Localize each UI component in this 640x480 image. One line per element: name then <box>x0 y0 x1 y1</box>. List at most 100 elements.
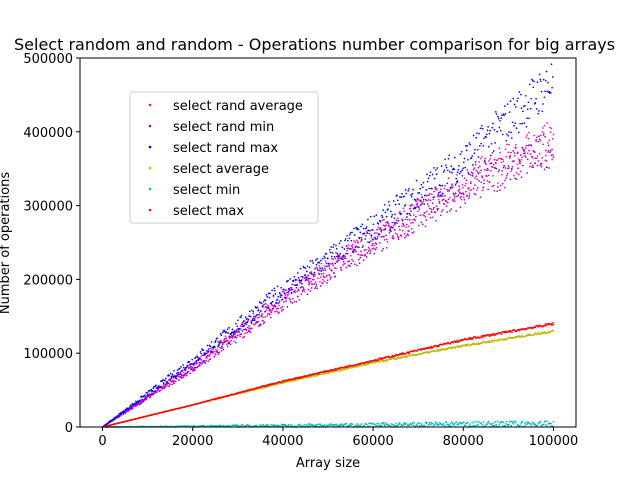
data-point <box>548 139 551 142</box>
data-point <box>487 160 490 162</box>
y-tick-label: 400000 <box>23 126 73 141</box>
data-point <box>228 335 231 338</box>
data-point <box>356 246 359 248</box>
data-point <box>297 276 300 279</box>
data-point <box>231 328 234 331</box>
data-point <box>144 396 147 398</box>
data-point <box>461 183 464 186</box>
data-point <box>526 108 529 111</box>
data-point <box>398 225 401 228</box>
data-point <box>451 199 454 201</box>
data-point <box>243 335 246 338</box>
data-point <box>522 110 524 113</box>
data-point <box>362 244 364 247</box>
data-point <box>308 271 311 274</box>
data-point <box>187 370 189 373</box>
data-point <box>376 235 379 238</box>
data-point <box>410 222 412 224</box>
data-point <box>276 307 278 310</box>
data-point <box>530 97 533 100</box>
data-point <box>435 421 437 424</box>
data-point <box>352 260 355 263</box>
data-point <box>164 383 166 386</box>
data-point <box>435 220 437 222</box>
data-point <box>497 182 499 184</box>
data-point <box>513 174 515 177</box>
data-point <box>284 296 287 299</box>
data-point <box>539 139 542 142</box>
data-point <box>473 152 476 155</box>
data-point <box>472 338 474 340</box>
data-point <box>253 315 255 318</box>
data-point <box>326 279 329 282</box>
data-point <box>531 78 533 81</box>
data-point <box>515 147 517 149</box>
data-point <box>508 155 511 158</box>
data-point <box>265 423 268 426</box>
data-point <box>409 214 412 217</box>
data-point <box>532 86 535 89</box>
data-point <box>261 305 264 308</box>
data-point <box>258 312 261 314</box>
data-point <box>517 167 519 170</box>
data-point <box>401 225 403 228</box>
data-point <box>177 375 180 378</box>
data-point <box>436 167 439 169</box>
data-point <box>207 348 210 350</box>
data-point <box>513 124 515 127</box>
data-point <box>330 276 332 279</box>
data-point <box>402 424 404 427</box>
data-point <box>527 421 530 424</box>
data-point <box>273 304 276 306</box>
data-point <box>431 422 434 425</box>
data-point <box>349 423 352 425</box>
data-point <box>344 239 346 242</box>
data-point <box>535 157 538 160</box>
data-point <box>374 238 377 240</box>
data-point <box>412 221 414 224</box>
data-point <box>234 331 237 333</box>
data-point <box>285 300 287 302</box>
data-point <box>155 391 158 394</box>
data-point <box>246 331 248 334</box>
data-point <box>402 223 405 226</box>
data-point <box>513 154 516 157</box>
data-point <box>465 182 467 185</box>
data-point <box>463 177 466 180</box>
data-point <box>255 307 257 309</box>
data-point <box>544 420 547 422</box>
data-point <box>171 375 173 377</box>
data-point <box>372 223 375 226</box>
data-point <box>444 164 447 167</box>
data-point <box>293 301 296 303</box>
data-point <box>345 266 348 269</box>
data-point <box>481 124 483 127</box>
data-point <box>367 246 370 249</box>
data-point <box>405 192 408 195</box>
data-point <box>248 315 250 317</box>
data-point <box>347 244 350 246</box>
data-point <box>433 206 435 209</box>
data-point <box>194 369 196 372</box>
data-point <box>458 188 461 190</box>
data-point <box>471 174 474 177</box>
data-point <box>260 310 262 312</box>
data-point <box>444 199 447 202</box>
data-point <box>230 340 232 342</box>
y-tick-label: 500000 <box>23 52 73 67</box>
data-point <box>324 269 327 271</box>
data-point <box>536 164 539 167</box>
data-point <box>217 340 220 343</box>
data-point <box>500 117 503 120</box>
points-layer <box>101 63 555 428</box>
data-point <box>436 422 439 425</box>
data-point <box>549 150 552 152</box>
data-point <box>214 341 216 343</box>
data-point <box>508 143 510 146</box>
data-point <box>437 194 439 196</box>
data-point <box>339 257 342 260</box>
data-point <box>278 292 281 294</box>
data-point <box>465 179 468 182</box>
data-point <box>408 218 411 221</box>
data-point <box>261 313 264 315</box>
